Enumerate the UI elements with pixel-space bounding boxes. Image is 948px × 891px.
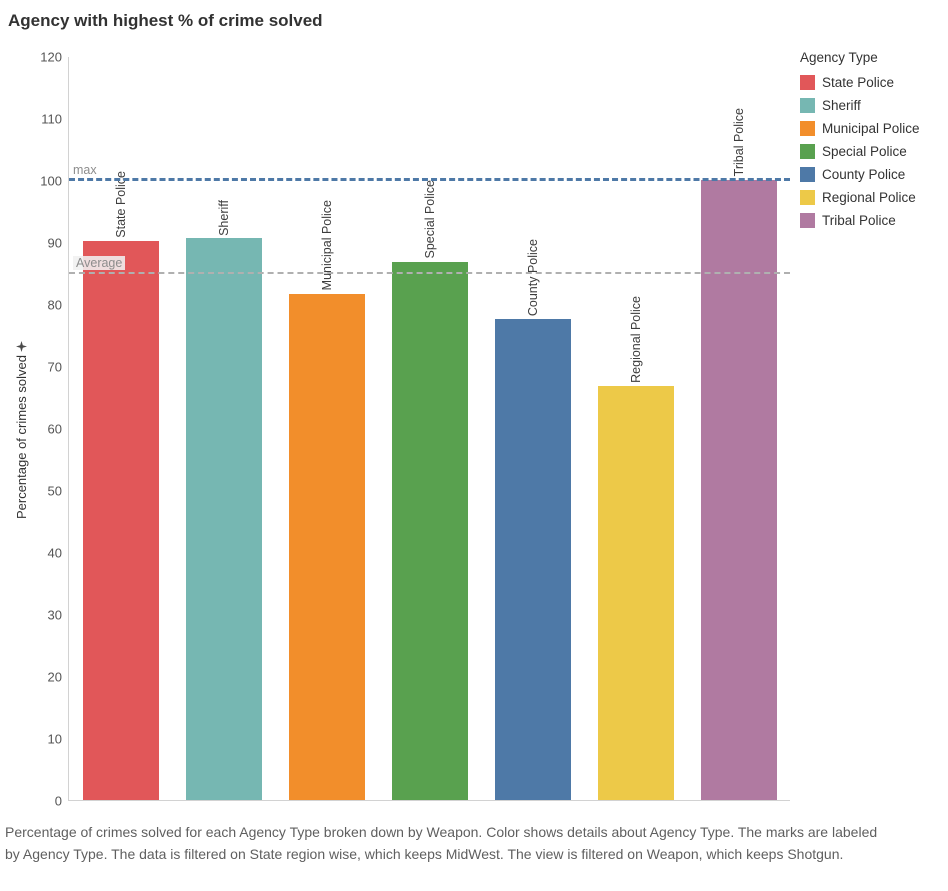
y-tick-label: 20 bbox=[47, 669, 62, 685]
y-axis: Percentage of crimes solved bbox=[8, 57, 34, 801]
bar-label: Tribal Police bbox=[731, 108, 746, 177]
bar-sheriff[interactable]: Sheriff bbox=[185, 200, 262, 800]
bar-label: Municipal Police bbox=[319, 200, 334, 291]
bar-regional-police[interactable]: Regional Police bbox=[597, 296, 674, 800]
pin-icon[interactable] bbox=[15, 339, 27, 352]
legend-item-tribal-police[interactable]: Tribal Police bbox=[800, 213, 946, 228]
legend-title: Agency Type bbox=[800, 50, 878, 65]
y-tick-label: 10 bbox=[47, 731, 62, 747]
legend-swatch bbox=[800, 98, 815, 113]
legend-label: State Police bbox=[822, 75, 895, 90]
legend-swatch bbox=[800, 190, 815, 205]
y-axis-ticks: 0 10 20 30 40 50 60 70 80 90 100 110 120 bbox=[26, 50, 62, 809]
legend: Agency Type State Police Sheriff Municipal… bbox=[800, 50, 946, 236]
legend-item-special-police[interactable]: Special Police bbox=[800, 144, 946, 159]
caption: Percentage of crimes solved for each Age… bbox=[5, 824, 878, 863]
bar-label: Sheriff bbox=[216, 199, 231, 236]
bar-label: State Police bbox=[113, 171, 128, 238]
y-tick-label: 70 bbox=[47, 359, 62, 375]
y-tick-label: 90 bbox=[47, 235, 62, 251]
bar-county-police[interactable]: County Police bbox=[494, 239, 571, 800]
legend-label: Municipal Police bbox=[822, 121, 920, 136]
legend-label: Sheriff bbox=[822, 98, 861, 113]
legend-item-county-police[interactable]: County Police bbox=[800, 167, 946, 182]
legend-label: Tribal Police bbox=[822, 213, 896, 228]
bars-container: State Police Sheriff Municipal Police Speci… bbox=[69, 57, 790, 800]
bar-special-police[interactable]: Special Police bbox=[391, 180, 468, 800]
legend-item-state-police[interactable]: State Police bbox=[800, 75, 946, 90]
y-tick-label: 0 bbox=[54, 793, 62, 809]
legend-item-municipal-police[interactable]: Municipal Police bbox=[800, 121, 946, 136]
legend-label: Special Police bbox=[822, 144, 907, 159]
legend-items: State Police Sheriff Municipal Police Speci… bbox=[800, 75, 946, 228]
average-reference-line bbox=[69, 272, 790, 275]
y-tick-label: 50 bbox=[47, 483, 62, 499]
bar-tribal-police[interactable]: Tribal Police bbox=[700, 108, 777, 800]
legend-swatch bbox=[800, 213, 815, 228]
legend-item-regional-police[interactable]: Regional Police bbox=[800, 190, 946, 205]
y-tick-label: 80 bbox=[47, 297, 62, 313]
bar-label: County Police bbox=[525, 238, 540, 316]
y-tick-label: 110 bbox=[41, 111, 62, 127]
bar-state-police[interactable]: State Police bbox=[82, 171, 159, 800]
bar-label: Regional Police bbox=[628, 295, 643, 383]
legend-swatch bbox=[800, 121, 815, 136]
y-tick-label: 60 bbox=[47, 421, 62, 437]
y-tick-label: 30 bbox=[47, 607, 62, 623]
y-tick-label: 120 bbox=[40, 49, 62, 65]
chart-title: Agency with highest % of crime solved bbox=[8, 11, 323, 30]
legend-swatch bbox=[800, 144, 815, 159]
max-reference-line bbox=[69, 177, 790, 181]
legend-label: County Police bbox=[822, 167, 906, 182]
plot-area: State Police Sheriff Municipal Police Speci… bbox=[68, 57, 790, 801]
y-tick-label: 100 bbox=[40, 173, 62, 189]
max-line-label: max bbox=[73, 162, 97, 177]
legend-swatch bbox=[800, 75, 815, 90]
bar-municipal-police[interactable]: Municipal Police bbox=[288, 200, 365, 800]
y-tick-label: 40 bbox=[47, 545, 62, 561]
average-line-label: Average bbox=[73, 256, 126, 271]
legend-item-sheriff[interactable]: Sheriff bbox=[800, 98, 946, 113]
legend-swatch bbox=[800, 167, 815, 182]
legend-label: Regional Police bbox=[822, 190, 916, 205]
bar-label: Special Police bbox=[422, 180, 437, 259]
